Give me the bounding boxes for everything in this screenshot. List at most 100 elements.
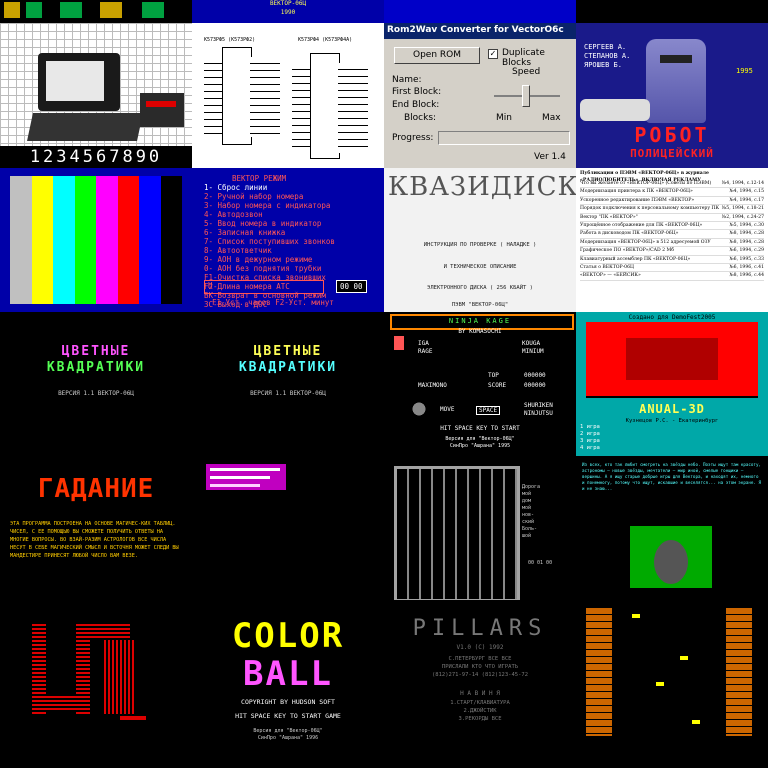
toc-title: Упрощённое отображение для ПК «ВЕКТОР-06… bbox=[580, 223, 703, 229]
tile-gadanie: ГАДАНИЕ ЭТА ПРОГРАММА ПОСТРОЕНА НА ОСНОВ… bbox=[0, 456, 192, 600]
phone-menu-item[interactable]: 6- Записная книжка bbox=[204, 228, 286, 237]
ninja-shuriken: SHURIKEN bbox=[524, 402, 553, 409]
toc-ref: №5, 1994, с.18-21 bbox=[721, 206, 764, 212]
maze-side-line: дом bbox=[522, 498, 532, 504]
maze-side-line: Дорога bbox=[522, 484, 541, 490]
circuit-title-right: К573РФ4 (К573РФ4А) bbox=[298, 37, 353, 43]
intro-text: Из всех, кто так любит смотреть на звёзд… bbox=[582, 462, 761, 491]
toc-ref: №4, 1994, с.17 bbox=[729, 197, 764, 203]
enemy-sprite-1 bbox=[632, 614, 640, 618]
phone-menu-item[interactable]: 5- Ввод номера в индикатор bbox=[204, 219, 322, 228]
color-bar-3 bbox=[74, 176, 96, 304]
ninja-kouga: KOUGA bbox=[522, 340, 541, 347]
phone-menu-item[interactable]: F2-Длина номера АТС bbox=[204, 282, 290, 291]
tile-red-blocks bbox=[0, 600, 192, 768]
pillars-line1: С.ПЕТЕРБУРГ ВСЕ ВСЕ bbox=[448, 656, 512, 662]
police-car bbox=[580, 99, 650, 121]
ninja-maximono: MAXIMONO bbox=[418, 382, 447, 389]
toc-header: Публикации о ПЭВМ «ВЕКТОР-06Ц» в журнале… bbox=[580, 171, 709, 184]
version-label: Ver 1.4 bbox=[534, 152, 566, 162]
digits-strip bbox=[0, 146, 192, 168]
toc-row: Статья о ВЕКТОР-06Ц №6, 1996, с.41 bbox=[580, 264, 764, 273]
pillars-section: Н А В И Н Я bbox=[460, 690, 500, 697]
color-bar-7 bbox=[160, 176, 182, 304]
pillars-opt2: 2.ДЖОЙСТИК bbox=[463, 708, 497, 714]
duplicate-blocks-checkbox[interactable]: ✓ bbox=[488, 49, 498, 59]
strip-label-line2: 1990 bbox=[280, 9, 296, 16]
toc-ref: №8, 1994, с.28 bbox=[729, 231, 764, 237]
toc-title: Работа в дисководом ПК «ВЕКТОР-06Ц» bbox=[580, 231, 679, 237]
phone-time: 00 00 bbox=[336, 280, 367, 293]
anual-menu-item[interactable]: 1 игра bbox=[580, 424, 600, 430]
phone-menu-item[interactable]: 2- Ручной набор номера bbox=[204, 192, 304, 201]
speed-slider-thumb[interactable] bbox=[522, 85, 530, 107]
phone-menu-item[interactable]: 7- Список поступивших звонков bbox=[204, 237, 335, 246]
toc-row: Работа в дисководом ПК «ВЕКТОР-06Ц» №8, 1… bbox=[580, 230, 764, 239]
toc-row: Модернизация «ВЕКТОР-06Ц» в 512 адресуем… bbox=[580, 239, 764, 248]
phone-menu-item[interactable]: F1-Очистка списка звонивших bbox=[204, 273, 326, 282]
tile-robot-policeman: СЕРГЕЕВ А. СТЕПАНОВ А. ЯРОШЕВ Б. 1995 РО… bbox=[576, 23, 768, 168]
brick-wall-right bbox=[726, 608, 752, 736]
blocks-label: Blocks: bbox=[404, 113, 437, 123]
ninja-space: SPACE bbox=[476, 406, 501, 415]
toc-title: Графическое ПО «ВЕКТОР»/CAD 2 Мб bbox=[580, 248, 674, 254]
anual-author: Кузнецов Р.С. - Екатеринбург bbox=[625, 418, 719, 424]
phone-footer: F1-Уст. часов F2-Уст. минут bbox=[212, 298, 334, 307]
ninja-credit-2: СинПро "Ашрана" 1995 bbox=[449, 443, 511, 449]
tile-anual-3d: Создано для DemoFest2005 ANUAL-3D Кузнец… bbox=[576, 312, 768, 456]
anual-menu-item[interactable]: 2 игра bbox=[580, 431, 600, 437]
robot-credits-2: СТЕПАНОВ А. bbox=[584, 52, 631, 60]
maze-side-line: ский bbox=[522, 519, 535, 525]
tile-magenta-screen bbox=[192, 456, 384, 600]
circuit-title-left: К573РФ5 (К573РФ2) bbox=[204, 37, 256, 43]
tape-recorder bbox=[140, 93, 184, 127]
squares-info-2: ВЕРСИЯ 1.1 ВЕКТОР-06Ц bbox=[250, 390, 326, 397]
phone-menu-item[interactable]: 3- Набор номера с индикатора bbox=[204, 201, 331, 210]
robot-visor bbox=[660, 55, 692, 63]
color-bar-1 bbox=[31, 176, 53, 304]
toc-title: Клавиатурный ассемблер ПК «ВЕКТОР-06Ц» bbox=[580, 256, 691, 262]
phone-menu-item[interactable]: 8- Автоответчик bbox=[204, 246, 272, 255]
tile-kvazidisk-doc: КВАЗИДИСК ИНСТРУКЦИЯ ПО ПРОВЕРКЕ ( НАЛАД… bbox=[384, 168, 576, 312]
phone-menu-item[interactable]: ЗС-Выход в ДОС bbox=[204, 300, 268, 309]
open-rom-button[interactable]: Open ROM bbox=[394, 47, 480, 64]
phone-menu-item[interactable]: 0- АОН без поднятия трубки bbox=[204, 264, 322, 273]
strip-label-line1: ВЕКТОР-06Ц bbox=[269, 0, 307, 7]
robot-credits-3: ЯРОШЕВ Б. bbox=[584, 61, 622, 69]
anual-corridor bbox=[626, 338, 718, 380]
tile-color-ball: COLOR BALL COPYRIGHT BY HUDSON SOFT HIT … bbox=[192, 600, 384, 768]
phone-menu-list: 1- Сброс линии 2- Ручной набор номера 3- Н… bbox=[204, 183, 335, 309]
maze-side-line: Боль- bbox=[522, 526, 538, 532]
pillars-opt1: 1.СТАРТ/КЛАВИАТУРА bbox=[450, 700, 510, 706]
phone-menu-item[interactable]: ВК-Возврат в основной режим bbox=[204, 291, 326, 300]
tile-black-strip bbox=[576, 0, 768, 23]
toc-title: Вектор "ПК «ВЕКТОР»" bbox=[580, 214, 638, 220]
toc-ref: №6, 1994, с.29 bbox=[729, 248, 764, 254]
ninja-iga: IGA bbox=[418, 340, 429, 347]
phone-menu-item[interactable]: 9- АОН в дежурном режиме bbox=[204, 255, 313, 264]
toc-row: «ВЕКТОР» — «БЕЙСИК» №8, 1996, с.44 bbox=[580, 272, 764, 281]
squares-info-1: ВЕРСИЯ 1.1 ВЕКТОР-06Ц bbox=[58, 390, 134, 397]
enemy-sprite-3 bbox=[656, 682, 664, 686]
toc-title: Что вы желаете от «ВЕКТОР-06Ц» (Советы п… bbox=[580, 181, 712, 186]
tile-color-squares-2: ЦВЕТНЫЕ КВАДРАТИКИ ВЕРСИЯ 1.1 ВЕКТОР-06Ц bbox=[192, 312, 384, 456]
anual-menu: 1 игра 2 игра 3 игра 4 игра bbox=[580, 424, 600, 452]
phone-menu-item[interactable]: 4- Автодозвон bbox=[204, 210, 263, 219]
maze-board bbox=[394, 466, 520, 600]
digits-label: 1234567890 bbox=[29, 147, 163, 167]
rom2wav-title: Rom2Wav Converter for VectorO6c bbox=[384, 23, 576, 39]
color-ball-credit-2: СинПро "Ашрана" 1996 bbox=[257, 735, 319, 741]
computer-keyboard bbox=[27, 113, 143, 141]
tile-ninja-kage: NINJA KAGE BY KOMASOCHI IGA KOUGA RAGE M… bbox=[384, 312, 576, 456]
anual-menu-item[interactable]: 3 игра bbox=[580, 438, 600, 444]
ninja-score: SCORE bbox=[488, 382, 507, 389]
ninja-top: TOP bbox=[488, 372, 499, 379]
maze-score: 00 01 00 bbox=[528, 560, 553, 566]
progress-label: Progress: bbox=[392, 133, 434, 143]
toc-row: Порядок подключения к персональному комп… bbox=[580, 205, 764, 214]
progress-bar bbox=[438, 131, 570, 145]
anual-menu-item[interactable]: 4 игра bbox=[580, 445, 600, 451]
robot-title-2: ПОЛИЦЕЙСКИЙ bbox=[630, 147, 714, 160]
ninja-hit-space: HIT SPACE KEY TO START bbox=[440, 425, 520, 432]
phone-menu-item[interactable]: 1- Сброс линии bbox=[204, 183, 268, 192]
